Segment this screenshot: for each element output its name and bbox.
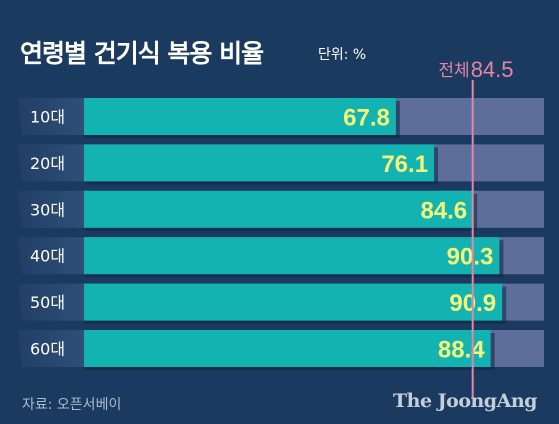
category-label: 20대 [30, 154, 65, 173]
bar-row: 20대 76.1 [18, 144, 544, 185]
chart-title: 연령별 건기식 복용 비율 [20, 39, 264, 68]
bar [84, 283, 503, 321]
bar-value-label: 84.6 [420, 197, 467, 224]
reference-marker: 전체 84.5 [438, 57, 514, 398]
reference-value: 84.5 [471, 57, 514, 82]
category-label: 60대 [30, 340, 65, 359]
category-label: 30대 [30, 200, 65, 219]
category-tab [18, 98, 84, 135]
bar-row: 60대 88.4 [18, 330, 544, 370]
category-label: 40대 [30, 247, 65, 266]
category-tab [18, 190, 84, 228]
bar-value-label: 88.4 [438, 337, 485, 364]
bar-rows: 10대 67.8 20대 76.1 30대 84.6 40대 90.3 50대 90.9 60대 88… [18, 98, 544, 370]
unit-label: 단위: % [318, 47, 367, 63]
bar [84, 237, 500, 275]
bar-value-label: 90.3 [447, 244, 494, 271]
category-tab [18, 237, 84, 275]
bar [84, 330, 491, 367]
bar [84, 144, 435, 182]
category-label: 50대 [30, 293, 65, 312]
bar-value-label: 67.8 [343, 105, 390, 132]
bar-row: 50대 90.9 [18, 283, 544, 324]
category-tab [18, 330, 84, 367]
bar [84, 190, 474, 228]
bar [84, 98, 396, 135]
bar-row: 10대 67.8 [18, 98, 544, 138]
category-tab [18, 283, 84, 321]
reference-label: 전체 [438, 61, 469, 81]
bar-value-label: 76.1 [381, 151, 428, 178]
bar-row: 30대 84.6 [18, 190, 544, 231]
bar-row: 40대 90.3 [18, 237, 544, 278]
brand-logo: The JoongAng [393, 390, 537, 412]
category-label: 10대 [30, 108, 65, 127]
source-note: 자료: 오픈서베이 [22, 397, 122, 413]
category-tab [18, 144, 84, 182]
